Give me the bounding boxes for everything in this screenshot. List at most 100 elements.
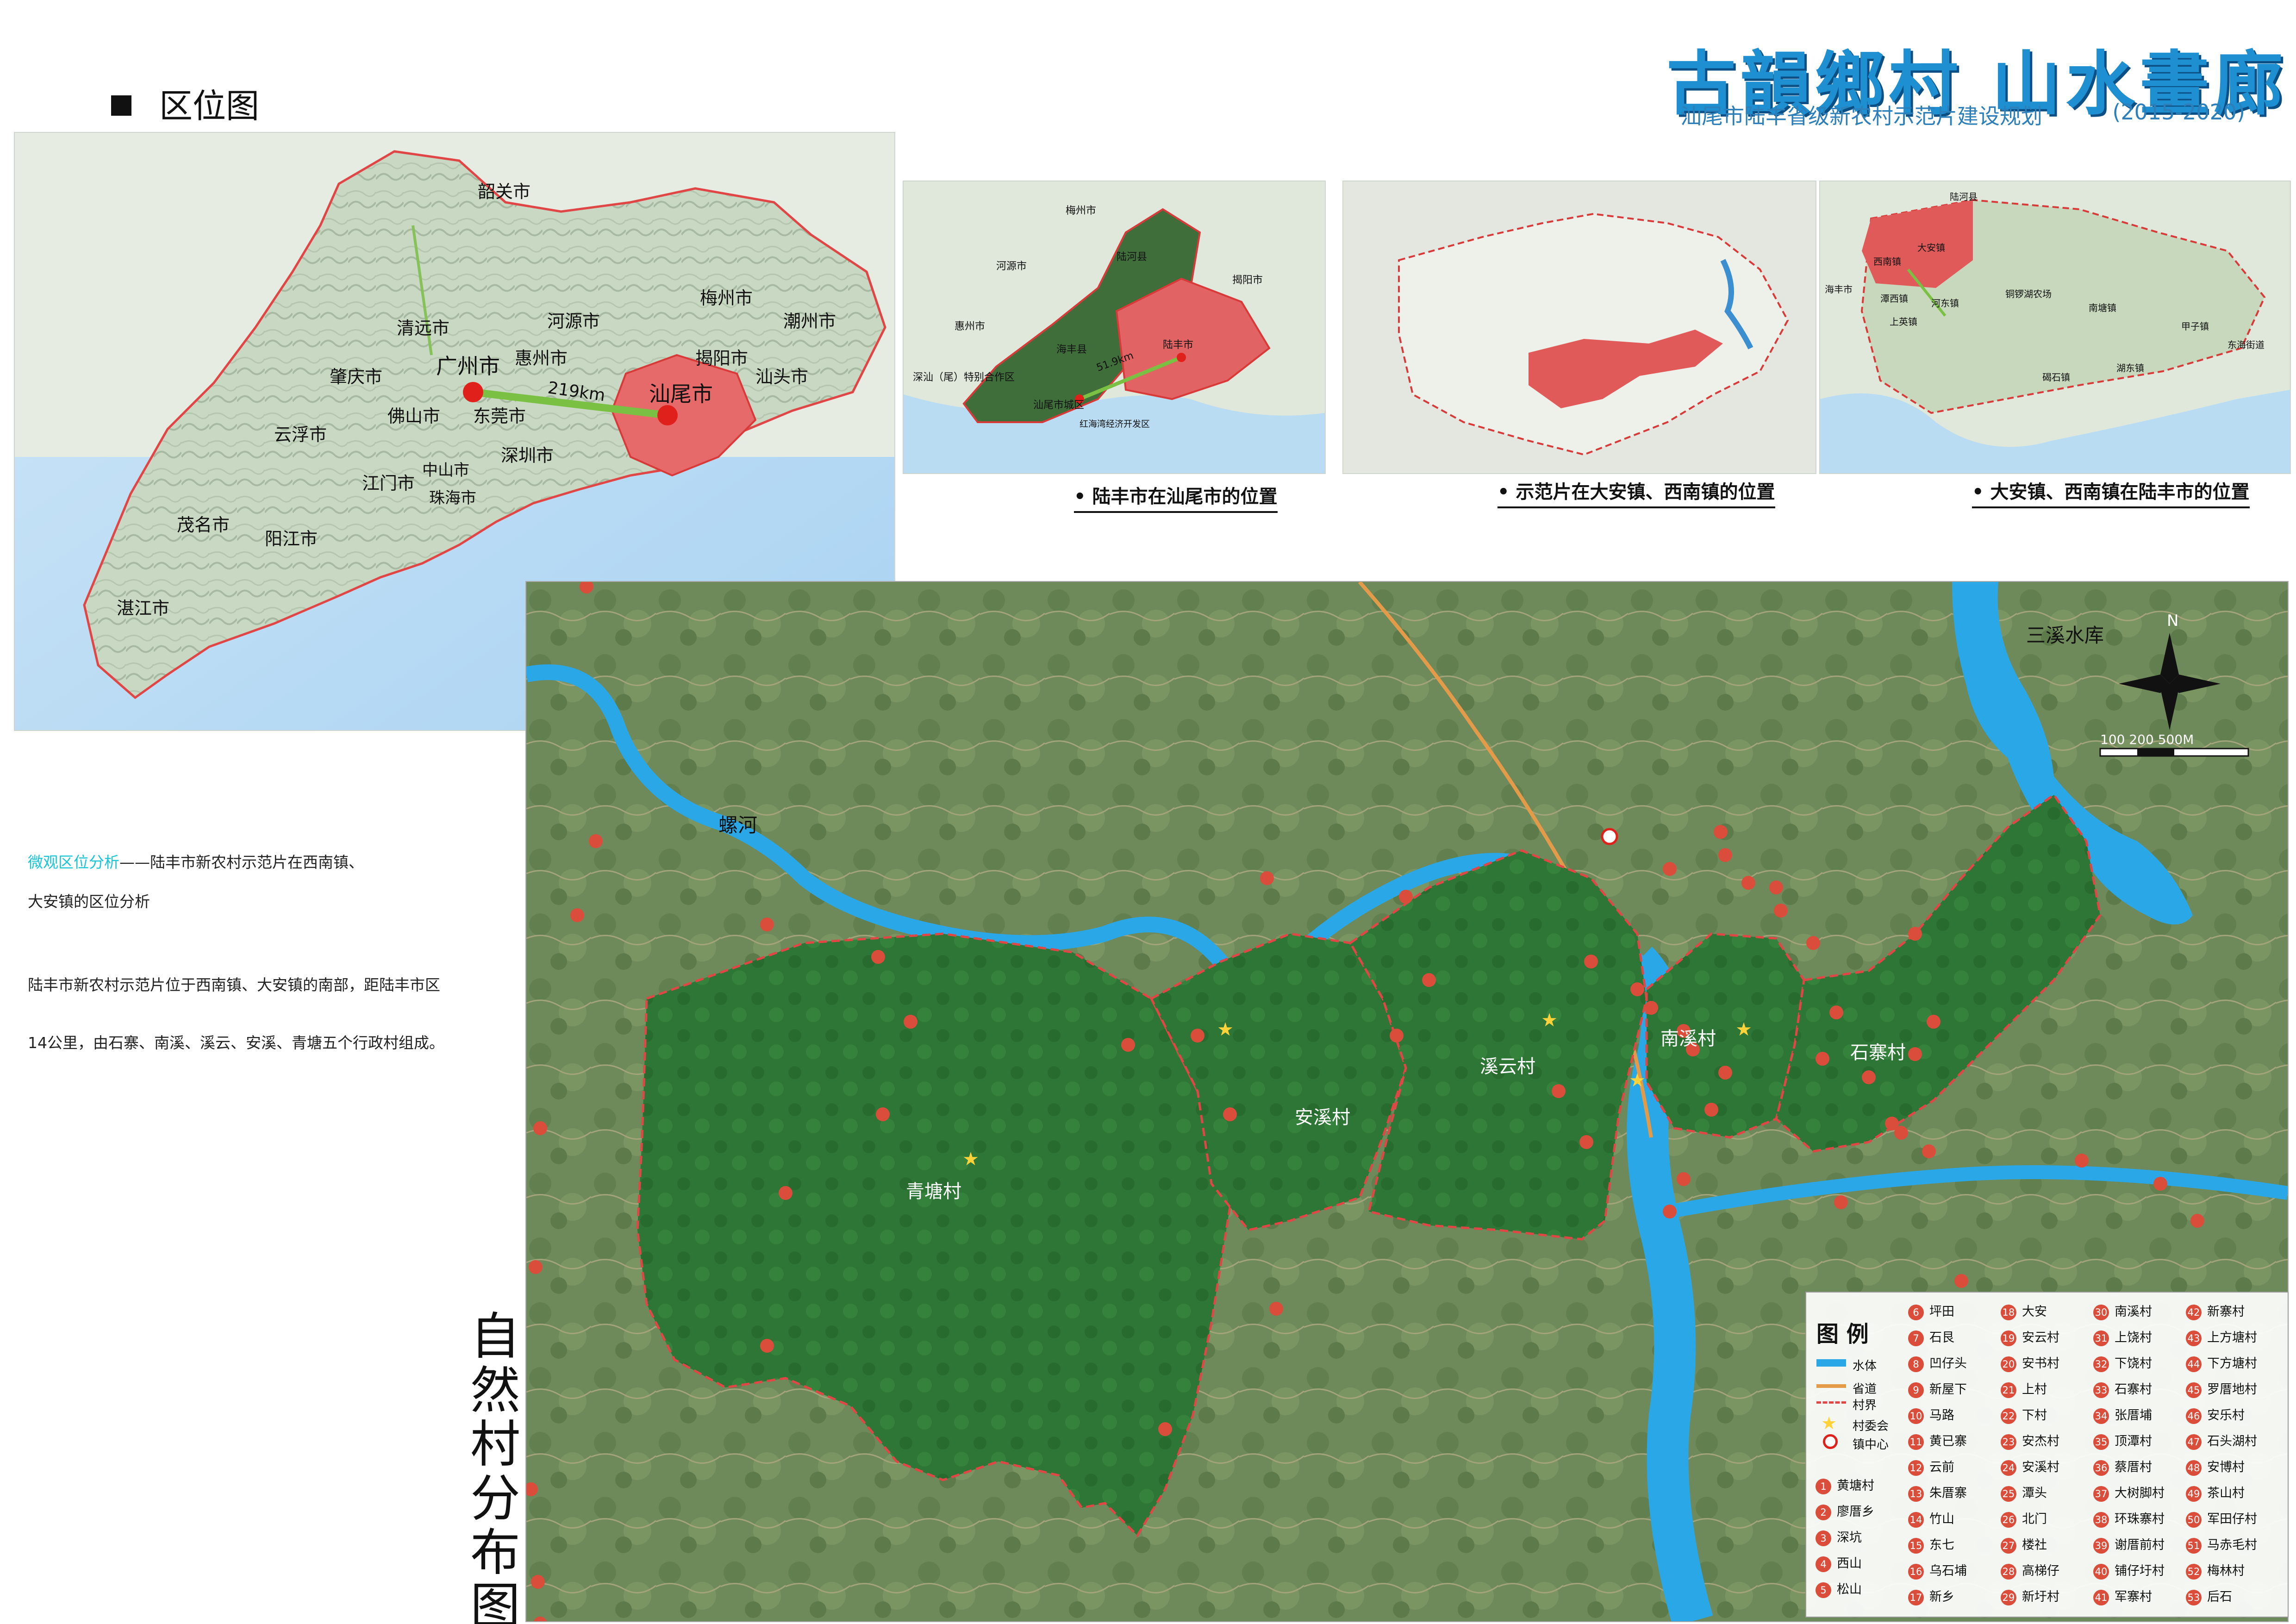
village-name-label: 安溪村 <box>1295 1107 1350 1128</box>
village-committee-star-icon: ★ <box>1629 1070 1646 1091</box>
legend-number-badge: 16 <box>1908 1563 1924 1580</box>
city-label: 潮州市 <box>783 311 836 331</box>
city-label: 汕尾市 <box>649 381 713 406</box>
legend-item: 16 乌石埔 <box>1908 1558 1996 1584</box>
natural-village-marker <box>1686 1043 1700 1056</box>
natural-village-marker <box>1829 1006 1843 1019</box>
inset-label: 东海街道 <box>2227 339 2265 350</box>
analysis-line2: 大安镇的区位分析 <box>28 893 150 911</box>
legend-number-badge: 39 <box>2093 1537 2109 1554</box>
town-center-icon <box>1601 828 1618 845</box>
legend-column-5: 42 新寨村 43 上方塘村 44 下方塘村 45 罗厝地村 46 安乐村 47 石头湖村 48 安博村 4… <box>2186 1299 2274 1610</box>
city-label: 东莞市 <box>473 406 526 426</box>
legend-number-badge: 21 <box>2001 1382 2016 1398</box>
legend-item: 52 梅林村 <box>2186 1558 2274 1584</box>
natural-village-marker <box>904 1015 917 1029</box>
village-committee-star-icon: ★ <box>962 1149 979 1170</box>
natural-village-marker <box>1630 982 1644 996</box>
legend-number-badge: 9 <box>1908 1382 1924 1398</box>
natural-village-marker <box>1894 1126 1908 1140</box>
legend-number-badge: 51 <box>2186 1537 2202 1554</box>
natural-village-markers <box>526 582 2204 1621</box>
legend-item-label: 新寨村 <box>2207 1305 2245 1319</box>
inset-label: 陆河县 <box>1950 191 1978 202</box>
legend-item: 11 黄已寨 <box>1908 1429 1996 1455</box>
legend-item: 17 新乡 <box>1908 1584 1996 1610</box>
natural-village-marker <box>1885 1117 1899 1131</box>
village-name-label: 南溪村 <box>1660 1028 1716 1049</box>
natural-village-marker <box>533 1617 547 1621</box>
legend-item-label: 后石 <box>2207 1590 2232 1604</box>
legend-item-label: 楼社 <box>2022 1538 2047 1552</box>
legend-item: 41 军寨村 <box>2093 1584 2181 1610</box>
river-label: 螺河 <box>718 814 757 837</box>
inset-label: 惠州市 <box>955 321 985 332</box>
legend-item: 6 坪田 <box>1908 1299 1996 1325</box>
legend-column-2: 6 坪田 7 石艮 8 凹仔头 9 新屋下 10 马路 11 黄已寨 12 云前 13 朱厝寨 14 竹山 15 东七… <box>1908 1299 1996 1610</box>
city-label: 广州市 <box>436 354 500 379</box>
reservoir-label: 三溪水库 <box>2026 624 2104 647</box>
inset-lufeng-svg: 陆河县 大安镇 西南镇 海丰市 上英镇 河东镇 潭西镇 铜锣湖农场 南塘镇 甲子… <box>1820 181 2290 473</box>
legend-number-badge: 17 <box>1908 1589 1924 1605</box>
inset3-line <box>1907 269 1947 317</box>
legend-item-label: 云前 <box>1929 1460 1954 1474</box>
legend-item: 39 谢厝前村 <box>2093 1532 2181 1558</box>
natural-village-marker <box>1954 1274 1968 1288</box>
natural-village-marker <box>871 950 885 964</box>
legend-number-badge: 53 <box>2186 1589 2202 1605</box>
inset-label: 陆丰市 <box>1163 339 1193 351</box>
legend-item: 48 安博村 <box>2186 1455 2274 1480</box>
legend-number-badge: 40 <box>2093 1563 2109 1580</box>
subtitle-years: (2015-2020) <box>2112 100 2245 125</box>
legend-item-label: 新圩村 <box>2022 1590 2059 1604</box>
legend-item-label: 西山 <box>1837 1556 1862 1571</box>
legend-item-label: 下方塘村 <box>2207 1356 2257 1371</box>
legend-item-label: 高梯仔 <box>2022 1564 2059 1578</box>
natural-village-marker <box>1704 1103 1718 1117</box>
legend-item: 3 深坑 <box>1816 1525 1903 1551</box>
legend-number-badge: 4 <box>1816 1556 1831 1572</box>
natural-village-marker <box>1834 1195 1848 1209</box>
inset-label: 南塘镇 <box>2089 302 2116 313</box>
legend-item: 2 廖厝乡 <box>1816 1499 1903 1525</box>
village-name-label: 石寨村 <box>1850 1042 1906 1063</box>
legend-item: 31 上饶村 <box>2093 1325 2181 1351</box>
legend-number-badge: 41 <box>2093 1589 2109 1605</box>
river-luohe-upper <box>526 664 1644 988</box>
legend-number-badge: 48 <box>2186 1460 2202 1476</box>
legend-number-badge: 12 <box>1908 1460 1924 1476</box>
legend-number-badge: 6 <box>1908 1304 1924 1320</box>
legend-number-badge: 52 <box>2186 1563 2202 1580</box>
legend-number-badge: 34 <box>2093 1408 2109 1424</box>
xinan-daan-region <box>1862 200 1973 288</box>
legend-column-1: 1 黄塘村 2 廖厝乡 3 深坑 4 西山 5 松山 <box>1816 1473 1903 1603</box>
legend-item: 40 铺仔圩村 <box>2093 1558 2181 1584</box>
legend-item: 22 下村 <box>2001 1403 2089 1429</box>
legend-number-badge: 27 <box>2001 1537 2016 1554</box>
natural-village-marker <box>529 1260 543 1274</box>
natural-village-marker <box>1399 890 1413 904</box>
legend-item-label: 东七 <box>1929 1538 1954 1552</box>
natural-village-marker <box>1584 955 1598 968</box>
legend-item-label: 乌石埔 <box>1929 1564 1967 1578</box>
natural-village-marker <box>533 1121 547 1135</box>
legend-column-3: 18 大安 19 安云村 20 安书村 21 上村 22 下村 23 安杰村 24 安溪村 25 潭头 26 北门… <box>2001 1299 2089 1610</box>
natural-village-marker <box>580 582 593 593</box>
legend-item-label: 军寨村 <box>2115 1590 2152 1604</box>
legend-item-label: 下饶村 <box>2115 1356 2152 1371</box>
legend-number-badge: 20 <box>2001 1356 2016 1372</box>
legend-number-badge: 3 <box>1816 1530 1831 1546</box>
city-label: 揭阳市 <box>695 348 748 369</box>
inset-label: 梅州市 <box>1066 205 1096 217</box>
legend-item: 44 下方塘村 <box>2186 1351 2274 1377</box>
reservoir-water <box>1720 259 1753 350</box>
legend-item-label: 松山 <box>1837 1582 1862 1597</box>
city-label: 惠州市 <box>515 348 568 369</box>
inset-label: 红海湾经济开发区 <box>1079 419 1150 429</box>
natural-village-marker <box>1552 1084 1566 1098</box>
legend-item-label: 朱厝寨 <box>1929 1486 1967 1500</box>
legend-item: 42 新寨村 <box>2186 1299 2274 1325</box>
legend-item-label: 安云村 <box>2022 1330 2059 1345</box>
legend-item: 47 石头湖村 <box>2186 1429 2274 1455</box>
legend-item: 50 军田仔村 <box>2186 1506 2274 1532</box>
